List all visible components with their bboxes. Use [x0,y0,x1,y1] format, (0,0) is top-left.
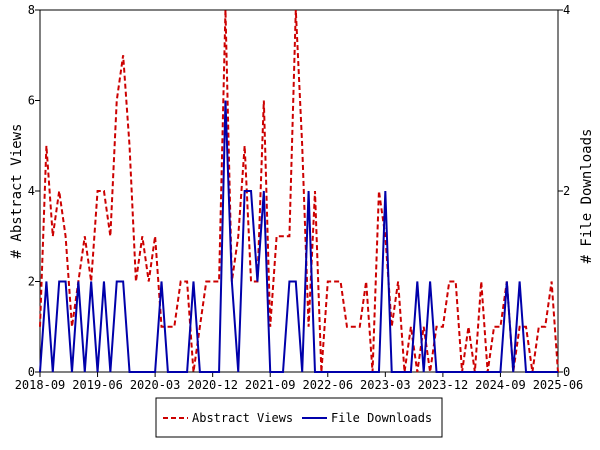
y-left-tick-label: 4 [28,184,35,198]
legend-label-downloads: File Downloads [331,411,432,425]
y-left-tick-label: 2 [28,275,35,289]
x-tick-label: 2019-06 [72,378,123,392]
y-axis-left-label: # Abstract Views [9,124,25,259]
y-left-tick-label: 0 [28,365,35,379]
y-axis-right-label: # File Downloads [579,129,595,264]
x-tick-label: 2022-06 [302,378,353,392]
legend-box [155,397,443,438]
series-layer [39,9,559,373]
x-tick-label: 2023-12 [418,378,469,392]
y-axis-left: 0 2 4 6 8 [28,3,40,379]
x-axis: 2018-09 2019-06 2020-03 2020-12 2021-09 2022-… [15,372,584,392]
legend-label-views: Abstract Views [192,411,293,425]
legend: Abstract Views File Downloads [155,397,443,438]
x-tick-label: 2021-09 [245,378,296,392]
y-left-tick-label: 6 [28,94,35,108]
series-abstract-views-line [39,9,559,373]
y-right-tick-label: 0 [563,365,570,379]
series-file-downloads-line [39,100,558,373]
x-tick-label: 2020-03 [130,378,181,392]
x-tick-label: 2020-12 [187,378,238,392]
y-left-tick-label: 8 [28,3,35,17]
y-right-tick-label: 4 [563,3,570,17]
x-tick-label: 2024-09 [475,378,526,392]
x-tick-label: 2018-09 [15,378,66,392]
y-axis-right: 0 2 4 [558,3,570,379]
x-tick-label: 2023-03 [360,378,411,392]
y-right-tick-label: 2 [563,184,570,198]
x-tick-label: 2025-06 [533,378,584,392]
